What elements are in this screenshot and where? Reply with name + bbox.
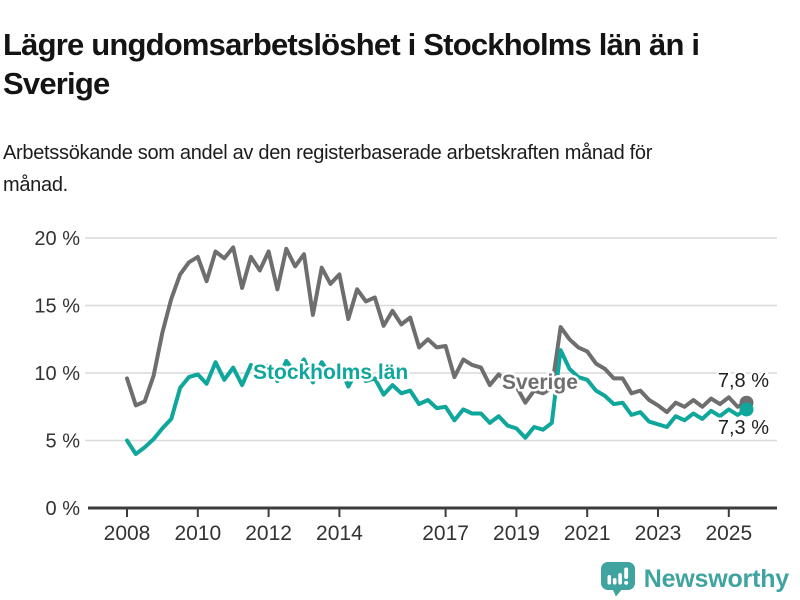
y-tick-label: 20 % <box>34 228 80 250</box>
chart-subtitle: Arbetssökande som andel av den registerb… <box>3 142 653 196</box>
chart-title: Lägre ungdomsarbetslöshet i Stockholms l… <box>3 26 700 101</box>
series-end-dot-stockholms-l-n <box>739 402 754 417</box>
bar-chart-speech-bubble-icon <box>600 562 635 597</box>
x-tick-label: 2014 <box>316 522 363 545</box>
annotation-sverige: Sverige <box>502 371 578 394</box>
x-tick-label: 2023 <box>635 522 682 545</box>
newsworthy-logo: Newsworthy <box>600 562 789 597</box>
line-chart: 0 % 5 % 10 % 15 % 20 % 2008 2010 2012 2014 2017 20… <box>34 228 777 545</box>
x-tick-label: 2010 <box>174 522 221 545</box>
x-tick-label: 2012 <box>245 522 292 545</box>
annotation-stockholms-l-n: Stockholms län <box>253 361 408 384</box>
y-tick-label: 15 % <box>34 296 80 318</box>
newsworthy-logo-text: Newsworthy <box>643 565 789 593</box>
y-tick-label: 5 % <box>46 431 81 453</box>
annotation-7-8: 7,8 % <box>718 370 769 392</box>
x-tick-label: 2008 <box>104 522 151 545</box>
x-tick-label: 2019 <box>493 522 540 545</box>
x-tick-label: 2021 <box>564 522 611 545</box>
annotation-7-3: 7,3 % <box>718 417 769 439</box>
y-tick-label: 10 % <box>34 363 80 385</box>
x-tick-label: 2025 <box>705 522 752 545</box>
series-line-stockholms-l-n <box>125 348 749 456</box>
series-line-sverige <box>125 245 749 415</box>
x-tick-label: 2017 <box>422 522 469 545</box>
y-tick-label: 0 % <box>46 498 81 520</box>
